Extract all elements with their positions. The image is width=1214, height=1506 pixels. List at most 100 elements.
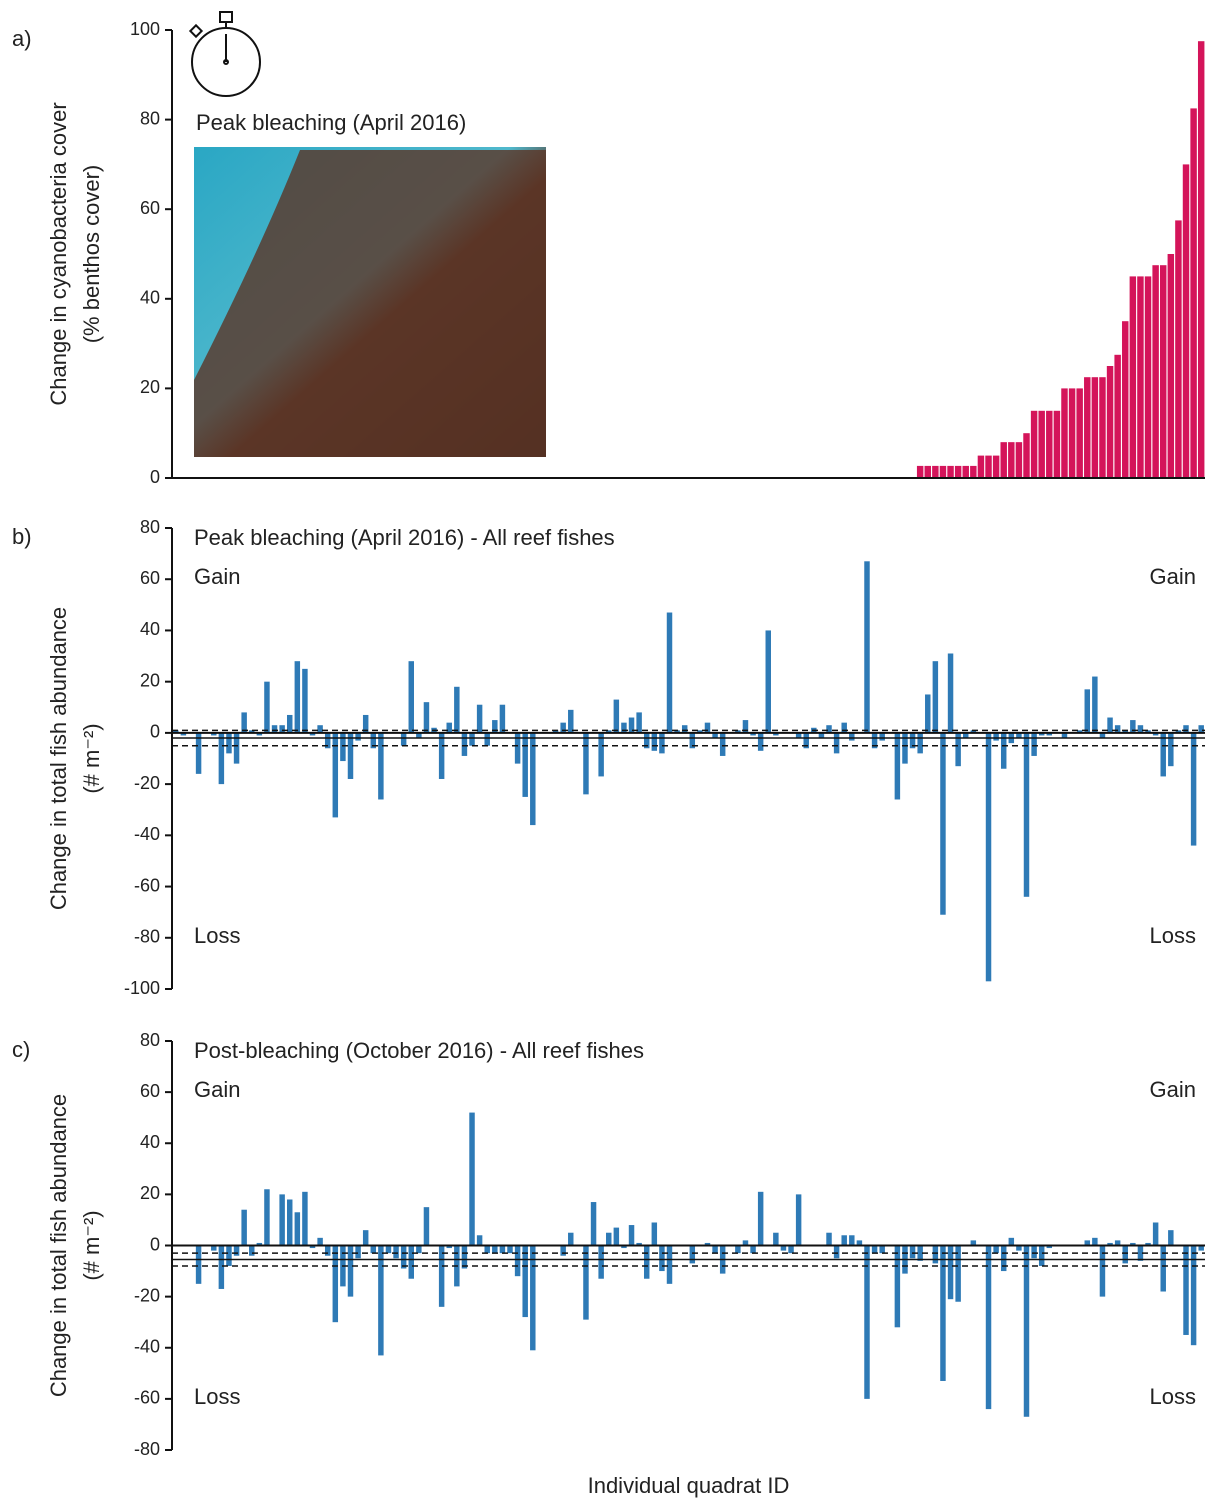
bar bbox=[515, 1246, 520, 1277]
y-tick-label: 40 bbox=[140, 619, 160, 639]
bar bbox=[1099, 377, 1105, 478]
bar bbox=[1069, 388, 1075, 478]
bar bbox=[371, 1246, 376, 1254]
bar bbox=[1198, 725, 1203, 733]
bar bbox=[1107, 718, 1112, 733]
gain-label: Gain bbox=[194, 1077, 240, 1102]
bar bbox=[1190, 108, 1196, 478]
bar bbox=[925, 466, 931, 478]
bar bbox=[1023, 433, 1029, 478]
y-tick-label: 100 bbox=[130, 19, 160, 39]
figure: 020406080100a)Change in cyanobacteria co… bbox=[0, 0, 1214, 1501]
bar bbox=[295, 1212, 300, 1245]
bar bbox=[1001, 1246, 1006, 1272]
bar bbox=[355, 733, 360, 741]
bar bbox=[955, 466, 961, 478]
bar bbox=[530, 1246, 535, 1351]
bar bbox=[279, 1194, 284, 1245]
bar bbox=[834, 1246, 839, 1259]
bar bbox=[424, 1207, 429, 1245]
bar bbox=[940, 466, 946, 478]
bar bbox=[917, 733, 922, 753]
bar bbox=[1114, 355, 1120, 478]
bar bbox=[1183, 725, 1188, 733]
bar bbox=[583, 1246, 588, 1320]
bar bbox=[682, 725, 687, 733]
bar bbox=[1038, 411, 1044, 478]
bar bbox=[986, 1246, 991, 1410]
y-axis-label: Change in cyanobacteria cover bbox=[46, 102, 71, 405]
stopwatch-icon bbox=[190, 12, 260, 96]
bar bbox=[591, 1202, 596, 1245]
y-tick-label: 80 bbox=[140, 517, 160, 537]
bar bbox=[522, 733, 527, 797]
bar bbox=[872, 1246, 877, 1254]
bar bbox=[667, 1246, 672, 1284]
bar bbox=[226, 1246, 231, 1266]
bar bbox=[652, 733, 657, 751]
bar bbox=[1191, 733, 1196, 846]
bar bbox=[993, 733, 998, 741]
y-tick-label: -20 bbox=[134, 1285, 160, 1305]
bar bbox=[667, 613, 672, 733]
bar bbox=[1024, 733, 1029, 897]
bar bbox=[841, 1235, 846, 1245]
bar bbox=[439, 1246, 444, 1307]
bar bbox=[295, 661, 300, 733]
bar bbox=[1092, 377, 1098, 478]
bar bbox=[378, 733, 383, 800]
bar bbox=[963, 466, 969, 478]
bar bbox=[1084, 377, 1090, 478]
y-axis-label: (% benthos cover) bbox=[79, 165, 104, 344]
bar bbox=[895, 1246, 900, 1328]
y-tick-label: -100 bbox=[124, 978, 160, 998]
bar bbox=[409, 661, 414, 733]
y-tick-label: -80 bbox=[134, 1439, 160, 1459]
bar bbox=[879, 733, 884, 741]
y-tick-label: 80 bbox=[140, 1030, 160, 1050]
bar bbox=[1092, 1238, 1097, 1246]
bar bbox=[340, 733, 345, 761]
bar bbox=[1168, 1230, 1173, 1245]
bar bbox=[272, 725, 277, 733]
bar bbox=[363, 1230, 368, 1245]
bar bbox=[993, 1246, 998, 1254]
y-tick-label: 40 bbox=[140, 288, 160, 308]
bar bbox=[659, 733, 664, 753]
bar bbox=[758, 1192, 763, 1246]
bar bbox=[264, 1189, 269, 1245]
bar bbox=[986, 733, 991, 981]
bar bbox=[788, 1246, 793, 1254]
bar bbox=[690, 1246, 695, 1264]
bar bbox=[226, 733, 231, 753]
bar bbox=[1160, 733, 1165, 777]
bar bbox=[424, 702, 429, 733]
bar bbox=[1031, 1246, 1036, 1259]
bar bbox=[507, 1246, 512, 1254]
bar bbox=[1000, 442, 1006, 478]
bar bbox=[1085, 689, 1090, 733]
bar bbox=[1160, 1246, 1165, 1292]
bar bbox=[1016, 442, 1022, 478]
bar bbox=[985, 456, 991, 478]
bar bbox=[378, 1246, 383, 1356]
bar bbox=[393, 1246, 398, 1259]
bar bbox=[234, 1246, 239, 1256]
bar bbox=[1130, 276, 1136, 478]
bar bbox=[219, 1246, 224, 1289]
bar bbox=[879, 1246, 884, 1254]
bar bbox=[834, 733, 839, 753]
bar bbox=[1198, 41, 1204, 478]
bar bbox=[317, 1238, 322, 1246]
bar bbox=[1145, 276, 1151, 478]
bar bbox=[1122, 321, 1128, 478]
bar bbox=[644, 1246, 649, 1279]
bar bbox=[583, 733, 588, 794]
bar bbox=[970, 466, 976, 478]
panel-title: Post-bleaching (October 2016) - All reef… bbox=[194, 1038, 644, 1063]
bar bbox=[355, 1246, 360, 1259]
bar bbox=[826, 1233, 831, 1246]
bar bbox=[469, 733, 474, 746]
bar bbox=[614, 700, 619, 733]
gain-label: Gain bbox=[1150, 564, 1196, 589]
